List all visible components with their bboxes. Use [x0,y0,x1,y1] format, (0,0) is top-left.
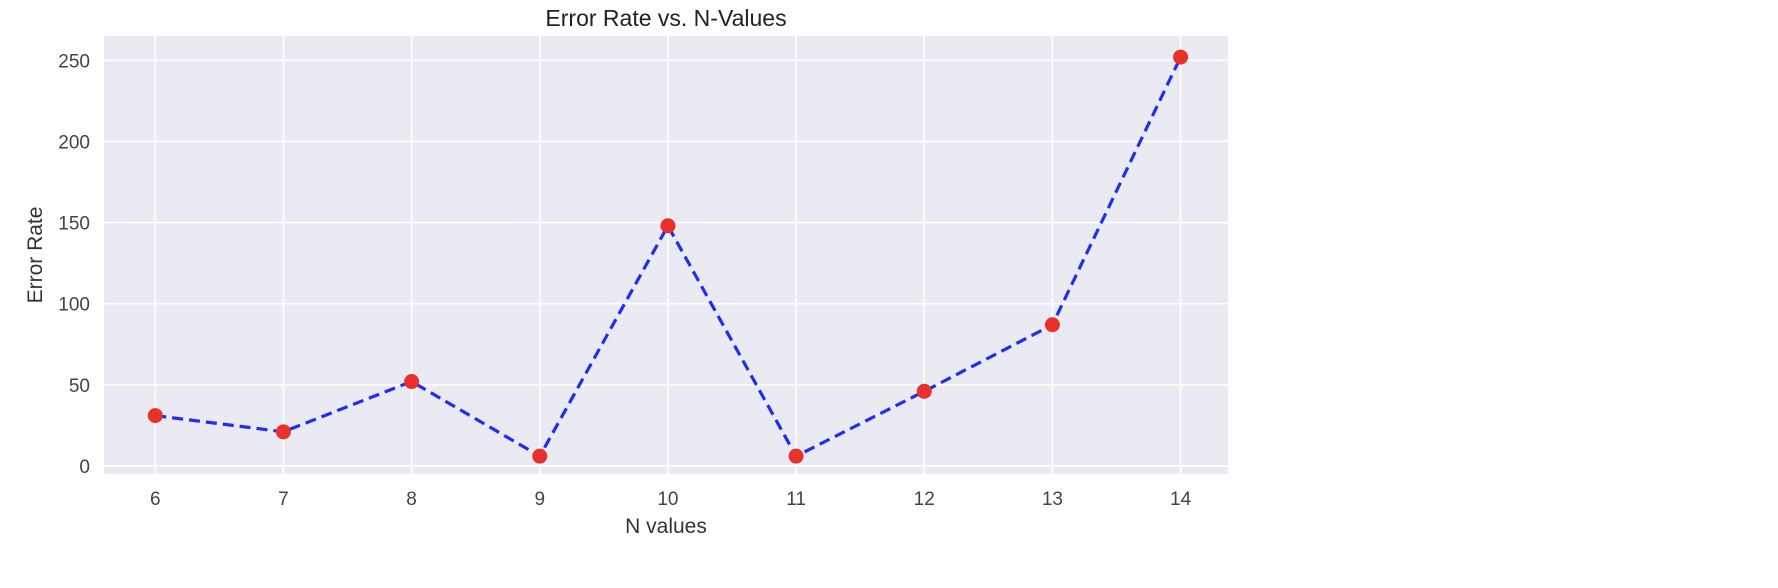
y-tick-label: 0 [79,457,90,478]
data-point [788,448,804,464]
x-tick-label: 11 [786,489,806,510]
data-point [1044,317,1060,333]
x-tick-labels: 6 7 8 9 10 11 12 13 14 [150,489,1192,510]
x-tick-label: 8 [406,489,417,510]
data-point [147,408,163,424]
series-lines [155,56,1183,458]
x-axis-label: N values [625,515,707,538]
y-tick-label: 200 [58,132,90,153]
y-axis-label: Error Rate [24,207,47,304]
y-tick-label: 50 [69,376,90,397]
y-tick-labels: 0 50 100 150 200 250 [58,51,90,478]
data-point [1173,49,1189,65]
y-tick-label: 150 [58,214,90,235]
series-markers [147,49,1189,464]
x-tick-label: 13 [1042,489,1063,510]
x-tick-label: 10 [657,489,678,510]
chart-title: Error Rate vs. N-Values [545,5,786,31]
y-tick-label: 250 [58,51,90,72]
data-point [404,374,420,390]
x-tick-label: 14 [1170,489,1192,510]
x-tick-label: 6 [150,489,161,510]
y-tick-label: 100 [58,295,90,316]
data-point [916,383,932,399]
x-tick-label: 9 [534,489,545,510]
x-tick-label: 12 [914,489,935,510]
data-point [275,424,291,440]
data-point [532,448,548,464]
plot-background [104,36,1228,474]
series-line [155,56,1183,458]
data-point [660,218,676,234]
x-tick-label: 7 [278,489,289,510]
